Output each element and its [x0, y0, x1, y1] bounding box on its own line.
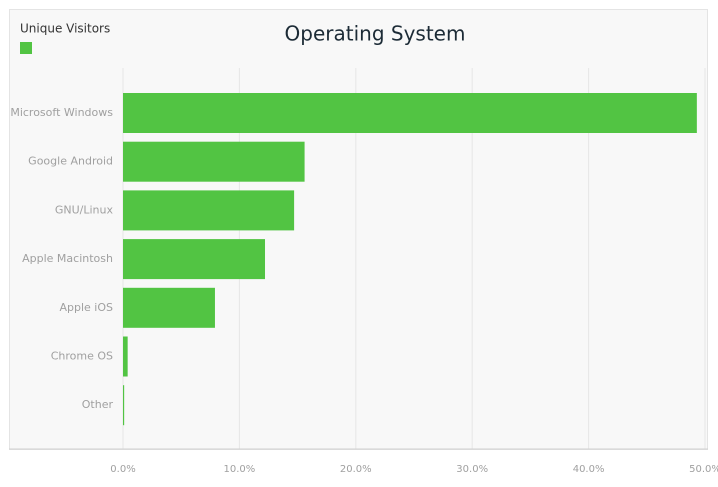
bar [123, 93, 697, 133]
x-tick-label: 10.0% [224, 464, 256, 475]
bar [123, 336, 128, 377]
y-tick-label: Other [82, 398, 114, 411]
y-tick-label: Microsoft Windows [10, 106, 113, 119]
x-tick-label: 50.0% [689, 464, 718, 475]
bar [123, 239, 266, 280]
x-tick-label: 20.0% [340, 464, 372, 475]
chart-panel [9, 9, 708, 450]
x-tick-label: 0.0% [110, 464, 135, 475]
bar [123, 287, 215, 328]
y-tick-label: GNU/Linux [55, 203, 114, 216]
legend-label: Unique Visitors [20, 22, 110, 36]
y-tick-label: Chrome OS [51, 350, 113, 363]
legend: Unique Visitors [20, 22, 110, 36]
x-tick-label: 30.0% [456, 464, 488, 475]
y-tick-label: Google Android [28, 155, 113, 168]
legend-swatch [20, 42, 32, 54]
y-tick-label: Apple Macintosh [22, 252, 113, 265]
x-tick-label: 40.0% [573, 464, 605, 475]
bar [123, 141, 305, 182]
bar [123, 190, 295, 231]
y-tick-label: Apple iOS [59, 301, 113, 314]
chart-title: Operating System [285, 22, 466, 46]
bar [123, 385, 125, 426]
